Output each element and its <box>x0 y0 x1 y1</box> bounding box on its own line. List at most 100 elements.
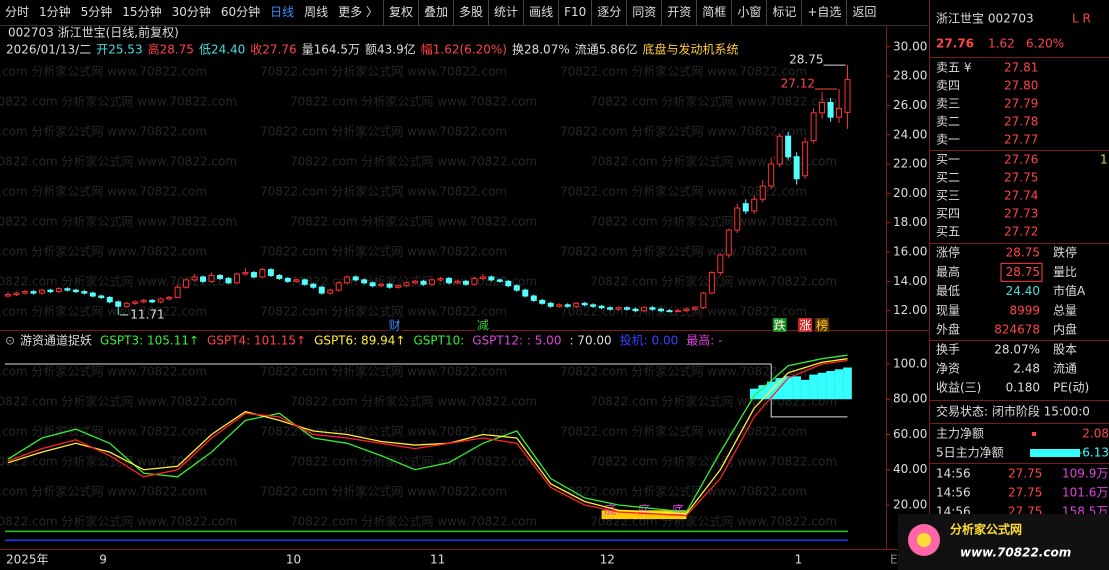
watermark: 70822.com 分析家公式网 www.70822.com <box>560 424 807 439</box>
y-tick-label: 22.00 <box>893 157 927 171</box>
stat-value: 8999 <box>1009 303 1040 317</box>
watermark: 70822.com 分析家公式网 www.70822.com <box>590 214 837 229</box>
zone-label: 底 <box>638 502 650 517</box>
stat-label: 现量 <box>936 303 960 317</box>
tool-button[interactable]: 返回 <box>846 0 881 25</box>
tool-button[interactable]: 统计 <box>488 0 523 25</box>
quote-stat: 2026/01/13/二 <box>6 43 91 57</box>
tool-button[interactable]: 逐分 <box>591 0 626 25</box>
candle-body <box>725 229 732 256</box>
period-button[interactable]: 30分钟 <box>171 5 211 19</box>
tool-button[interactable]: +自选 <box>801 0 846 25</box>
book-price: 27.80 <box>1004 79 1038 93</box>
candle-body <box>513 285 520 291</box>
annotation-label: 27.12 <box>781 77 815 91</box>
watermark: 70822.com 分析家公式网 www.70822.com <box>260 364 507 379</box>
period-button[interactable]: 5分钟 <box>80 5 113 19</box>
candle-body <box>624 307 631 310</box>
tool-button[interactable]: 开资 <box>661 0 696 25</box>
candle-body <box>445 277 452 284</box>
indicator-line <box>7 358 848 515</box>
candle-body <box>412 280 419 284</box>
tick-time: 14:56 <box>936 486 971 500</box>
indicator-bar <box>749 388 759 400</box>
stat-value: 0.180 <box>1006 381 1040 395</box>
candle-body <box>479 276 486 279</box>
candle-body <box>369 282 376 287</box>
period-button[interactable]: 60分钟 <box>220 5 261 19</box>
flow-bar <box>1032 432 1036 436</box>
x-tick-label: 12 <box>600 553 615 567</box>
tool-button[interactable]: 叠加 <box>418 0 453 25</box>
candle-body <box>115 301 122 307</box>
last-price: 27.76 <box>936 37 974 51</box>
book-price: 27.78 <box>1004 115 1038 129</box>
candle-body <box>284 277 291 282</box>
candle-body <box>335 282 342 291</box>
candle-body <box>293 279 300 282</box>
quote-stat: 高28.75 <box>148 42 194 57</box>
candle-body <box>429 279 435 285</box>
indicator-line <box>7 354 848 513</box>
candle-body <box>166 296 173 300</box>
watermark: 70822.com 分析家公式网 www.70822.com <box>0 304 207 319</box>
x-tick-label: 10 <box>286 553 301 567</box>
candle-body <box>21 291 28 294</box>
candle-body <box>827 102 834 118</box>
period-button[interactable]: 分时 <box>5 5 30 19</box>
y-tick-label: 28.00 <box>893 69 927 83</box>
candle-body <box>81 291 88 294</box>
candle-body <box>140 299 147 303</box>
candle-body <box>225 277 232 284</box>
period-button[interactable]: 15分钟 <box>122 5 162 19</box>
legend-item: : 70.00 <box>569 334 611 348</box>
watermark: 70822.com 分析家公式网 www.70822.com <box>590 454 837 469</box>
tool-button[interactable]: 多股 <box>453 0 488 25</box>
legend-item: GSPT12: : 5.00 <box>472 334 561 348</box>
book-volume: 1 <box>1100 153 1108 167</box>
event-label: 减 <box>477 319 489 333</box>
period-button[interactable]: 更多 〉 <box>338 5 378 19</box>
y-tick-label: 20.00 <box>893 497 927 511</box>
watermark: 70822.com 分析家公式网 www.70822.com <box>0 514 237 529</box>
stat-value: 24.40 <box>1006 284 1040 298</box>
tool-button[interactable]: 简框 <box>696 0 731 25</box>
bottom-zone <box>601 510 687 520</box>
tool-button[interactable]: 复权 <box>383 0 418 25</box>
tool-button[interactable]: 小窗 <box>731 0 766 25</box>
event-badge <box>798 318 813 332</box>
candle-body <box>683 308 690 312</box>
change-pct: 6.20% <box>1026 37 1064 51</box>
period-button[interactable]: 周线 <box>304 5 329 19</box>
candle-body <box>836 107 843 118</box>
tool-button[interactable]: 标记 <box>766 0 801 25</box>
tool-button[interactable]: 同资 <box>626 0 661 25</box>
candle-body <box>386 283 393 288</box>
period-button[interactable]: 日线 <box>270 5 295 19</box>
candle-body <box>403 282 410 287</box>
stat-label: 最低 <box>936 284 960 298</box>
candle-body <box>327 289 334 294</box>
toolbar: 分时 1分钟 5分钟 15分钟 30分钟 60分钟 日线 周线 更多 〉复权 叠加 多股 统计 画线 F1… <box>0 0 928 26</box>
candle-body <box>13 292 20 296</box>
candle-body <box>649 307 656 310</box>
indicator-bar <box>758 385 768 400</box>
candle-body <box>55 288 62 293</box>
candle-body <box>522 289 529 297</box>
candle-body <box>259 269 266 278</box>
candle-body <box>64 288 71 291</box>
tool-button[interactable]: F10 <box>558 0 591 25</box>
event-label: 涨 <box>799 318 811 333</box>
quote-stat: 换28.07% <box>512 43 570 57</box>
change: 1.62 <box>988 37 1015 51</box>
watermark: 70822.com 分析家公式网 www.70822.com <box>0 184 207 199</box>
stat-value: 28.75 <box>1006 265 1040 279</box>
stat-label: 股本 <box>1053 343 1077 357</box>
period-button[interactable]: 1分钟 <box>39 5 71 19</box>
book-label: 买四 <box>936 207 960 221</box>
book-label: 卖五 ¥ <box>936 61 972 75</box>
indicator-bar <box>792 376 801 400</box>
tool-button[interactable]: 画线 <box>523 0 558 25</box>
candle-body <box>276 274 283 279</box>
x-axis-end: E <box>890 553 898 567</box>
